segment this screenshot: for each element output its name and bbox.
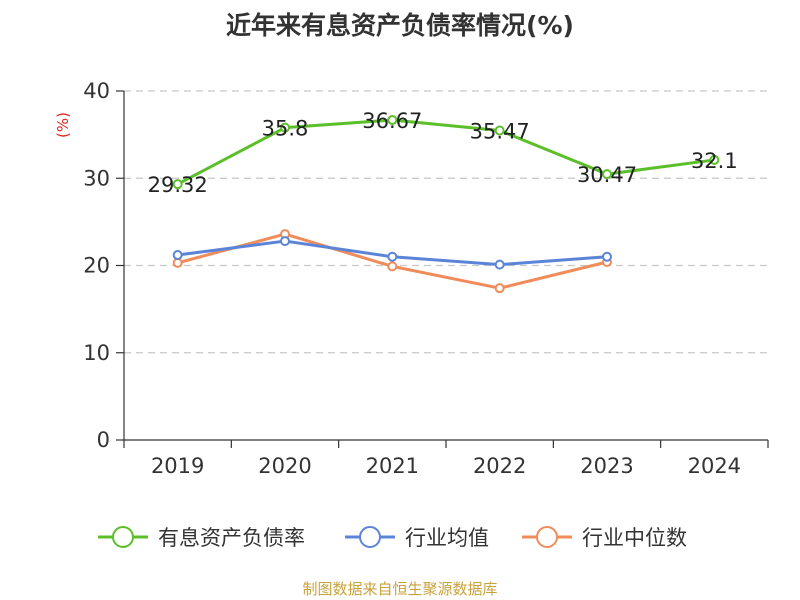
y-tick-label: 20 — [83, 254, 110, 278]
legend-item[interactable]: 行业中位数 — [522, 526, 687, 550]
data-label: 29.32 — [148, 173, 208, 197]
y-axis-unit-label: (%) — [54, 112, 72, 138]
data-point — [602, 169, 612, 180]
data-label: 36.67 — [362, 109, 422, 133]
data-labels: 29.32 35.8 36.67 35.47 30.47 32.1 — [148, 109, 738, 197]
legend-marker — [359, 526, 381, 548]
legend-marker — [112, 526, 134, 548]
x-tick-label: 2019 — [151, 454, 204, 478]
legend-label: 行业中位数 — [582, 526, 687, 550]
axes: 0 10 20 30 40 2019 2020 2021 2022 2023 2024 — [83, 79, 769, 478]
data-point — [172, 179, 183, 190]
data-point — [387, 251, 398, 262]
source-note: 制图数据来自恒生聚源数据库 — [302, 580, 498, 598]
data-point — [602, 251, 612, 262]
legend[interactable]: 有息资产负债率 行业均值 行业中位数 — [98, 526, 687, 550]
legend-marker — [536, 526, 558, 548]
data-point — [387, 261, 398, 272]
data-label: 32.1 — [691, 149, 738, 173]
data-label: 30.47 — [577, 163, 637, 187]
data-point — [172, 257, 183, 268]
data-point — [280, 236, 290, 247]
x-tick-label: 2020 — [258, 454, 311, 478]
y-tick-label: 30 — [83, 166, 110, 190]
series-lines — [172, 115, 720, 294]
x-tick-label: 2024 — [688, 454, 741, 478]
data-point — [494, 125, 505, 136]
data-label: 35.47 — [470, 120, 530, 144]
data-point — [280, 122, 290, 133]
x-tick-label: 2021 — [366, 454, 419, 478]
grid-lines — [124, 90, 768, 354]
x-tick-label: 2022 — [473, 454, 526, 478]
legend-item[interactable]: 有息资产负债率 — [98, 526, 305, 550]
data-point — [172, 250, 183, 261]
legend-item[interactable]: 行业均值 — [345, 526, 489, 550]
y-tick-label: 10 — [83, 341, 110, 365]
legend-label: 有息资产负债率 — [158, 526, 305, 550]
y-tick-label: 40 — [83, 79, 110, 103]
chart-title: 近年来有息资产负债率情况(%) — [226, 11, 574, 40]
data-point — [709, 154, 720, 165]
series-line — [176, 118, 715, 186]
data-point — [387, 115, 398, 126]
y-tick-label: 0 — [97, 428, 110, 452]
x-tick-label: 2023 — [580, 454, 633, 478]
legend-label: 行业均值 — [405, 526, 489, 550]
data-point — [494, 283, 505, 294]
data-label: 35.8 — [262, 117, 309, 141]
data-point — [494, 259, 505, 270]
